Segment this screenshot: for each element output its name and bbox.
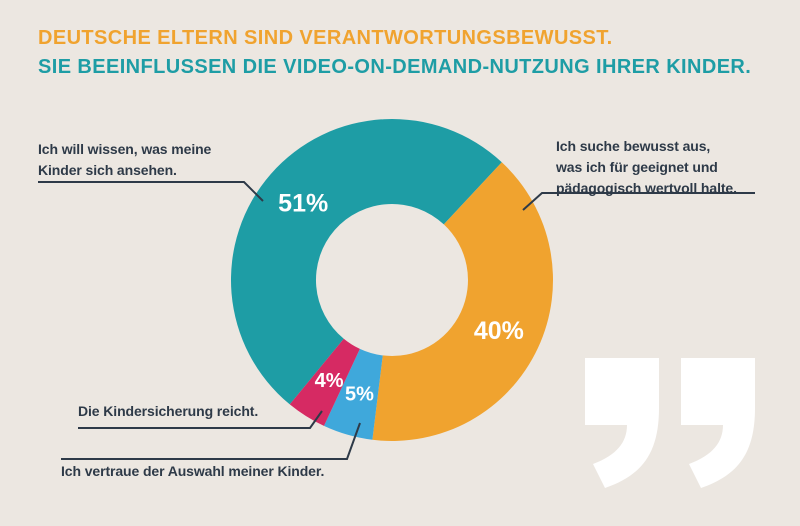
callout-lines <box>38 181 755 460</box>
headline-line1: DEUTSCHE ELTERN SIND VERANTWORTUNGSBEWUS… <box>38 27 613 49</box>
callout-line-watch <box>38 181 264 202</box>
headline-line2: SIE BEEINFLUSSEN DIE VIDEO-ON-DEMAND-NUT… <box>38 56 752 78</box>
donut-segment-51pct <box>230 118 502 405</box>
donut-segment-5pct <box>323 348 383 440</box>
callout-label-curate: Ich suche bewusst aus, was ich für geeig… <box>556 138 737 196</box>
percent-label-40pct: 40% <box>474 317 524 345</box>
callout-label-childlock: Die Kindersicherung reicht. <box>78 403 259 419</box>
percent-label-5pct: 5% <box>345 383 374 405</box>
callout-label-trust: Ich vertraue der Auswahl meiner Kinder. <box>61 463 325 479</box>
callout-line-childlock <box>78 410 323 429</box>
callout-line-curate <box>522 192 755 211</box>
percent-label-51pct: 51% <box>278 189 328 217</box>
headline: DEUTSCHE ELTERN SIND VERANTWORTUNGSBEWUS… <box>38 24 751 82</box>
donut-segments <box>230 118 554 441</box>
quote-comma-left <box>585 358 659 488</box>
donut-segment-4pct <box>289 338 360 426</box>
donut-segment-40pct <box>372 162 554 441</box>
callout-line-trust <box>61 422 361 460</box>
percent-labels: 51% 40% 5%4% <box>278 189 524 405</box>
closing-quote-icon <box>585 358 755 488</box>
percent-label-4pct: 4% <box>315 370 344 392</box>
quote-comma-right <box>681 358 755 488</box>
callout-label-watch: Ich will wissen, was meine Kinder sich a… <box>38 141 212 178</box>
